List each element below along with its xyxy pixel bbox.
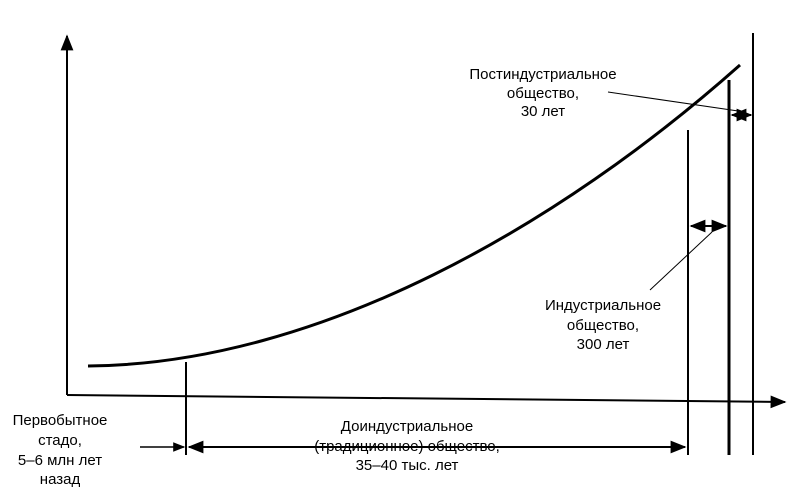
label-line: (традиционное) общество, xyxy=(314,438,500,455)
label-line: назад xyxy=(40,471,81,488)
industrial-label: Индустриальное общество, 300 лет xyxy=(545,297,661,353)
label-line: 300 лет xyxy=(577,336,630,353)
label-line: стадо, xyxy=(38,432,82,449)
label-line: общество, xyxy=(567,317,639,334)
label-line: 5–6 млн лет xyxy=(18,452,102,469)
preindustrial-label: Доиндустриальное (традиционное) общество… xyxy=(314,418,500,474)
label-line: общество, xyxy=(507,85,579,102)
label-line: Первобытное xyxy=(13,412,108,429)
growth-curve xyxy=(87,63,741,368)
label-line: 30 лет xyxy=(521,103,565,120)
postindustrial-label: Постиндустриальное общество, 30 лет xyxy=(469,66,616,120)
label-line: Индустриальное xyxy=(545,297,661,314)
label-line: 35–40 тыс. лет xyxy=(356,457,459,474)
leader-line xyxy=(607,91,746,113)
primitive-label: Первобытное стадо, 5–6 млн лет назад xyxy=(13,412,108,488)
label-line: Доиндустриальное xyxy=(341,418,473,435)
leader-line xyxy=(649,231,713,291)
label-line: Постиндустриальное xyxy=(469,66,616,83)
x-axis xyxy=(66,394,787,409)
